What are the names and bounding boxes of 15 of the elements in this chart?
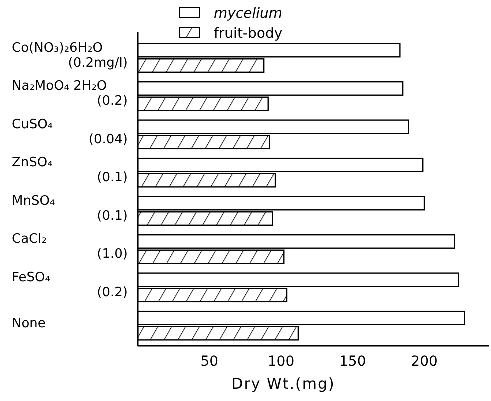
y-tick-label: None <box>12 316 46 332</box>
x-tick-label: 50 <box>200 354 219 370</box>
y-tick-label: Co(NO₃)₂6H₂O (0.2mg/l) <box>12 40 128 71</box>
category-label: CaCl₂ (1.0) <box>12 232 128 262</box>
legend-label: mycelium <box>214 6 283 22</box>
x-tick-label: 200 <box>411 354 438 370</box>
category-label: MnSO₄ (0.1) <box>12 194 128 224</box>
category-label: CuSO₄ (0.04) <box>12 117 128 148</box>
category-label: FeSO₄ (0.2) <box>12 270 128 300</box>
x-axis-title: Dry Wt.(mg) <box>232 375 336 393</box>
x-tick-label: 100 <box>268 354 295 370</box>
x-tick-label: 150 <box>340 354 366 370</box>
y-tick-label: Na₂MoO₄ 2H₂O (0.2) <box>12 79 128 110</box>
legend-label: fruit-body <box>214 26 283 42</box>
category-label: ZnSO₄ (0.1) <box>12 156 128 186</box>
